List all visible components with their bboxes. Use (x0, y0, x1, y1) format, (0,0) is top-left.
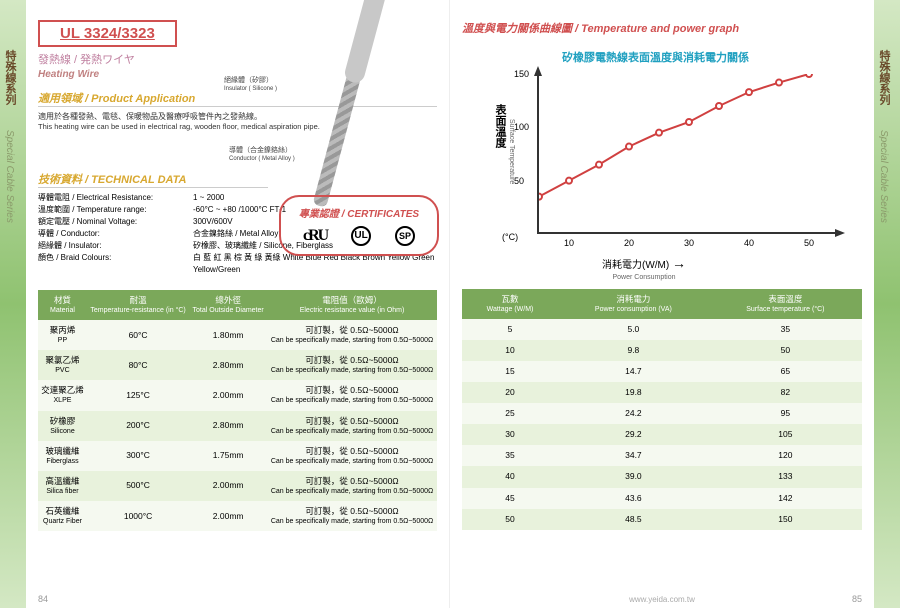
cert-icons: cRU UL SP (291, 226, 427, 246)
chart-title: 溫度與電力關係曲線圖 / Temperature and power graph (462, 20, 862, 36)
y-axis-label-cn: 表面溫度 (492, 104, 508, 148)
product-code: UL 3324/3323 (60, 25, 155, 42)
left-side-banner: 特殊線系列 Special Cable Series (0, 0, 26, 608)
footer-url: www.yeida.com.tw (629, 595, 695, 604)
ul-circle-icon: UL (351, 226, 371, 246)
cert-box: 專業認證 / CERTIFICATES cRU UL SP (279, 195, 439, 256)
chart-line (539, 74, 839, 234)
left-page: UL 3324/3323 發熱線 / 発熱ワイヤ Heating Wire 絕緣… (26, 0, 450, 608)
chart-subtitle: 矽橡膠電熱線表面溫度與消耗電力關係 (562, 49, 749, 65)
right-side-banner: 特殊線系列 Special Cable Series (874, 0, 900, 608)
cert-title: 專業認證 / CERTIFICATES (291, 205, 427, 220)
side-en-r: Special Cable Series (878, 130, 889, 223)
side-cn: 特殊線系列 (2, 50, 18, 105)
page-num-right: 85 (852, 594, 862, 604)
csa-icon: SP (395, 226, 415, 246)
side-en: Special Cable Series (4, 130, 15, 223)
chart-plot-area: 501001501020304050 (537, 74, 837, 234)
wire-graphic (313, 0, 390, 208)
tech-header: 技術資料 / TECHNICAL DATA (38, 171, 268, 188)
temperature-chart: 矽橡膠電熱線表面溫度與消耗電力關係 表面溫度 Surface Temperatu… (482, 44, 862, 274)
materials-table: 材質Material耐溫Temperature-resistance (in °… (38, 290, 437, 531)
power-table: 瓦數Wattage (W/M)消耗電力Power consumption (VA… (462, 289, 862, 530)
conductor-label: 導體（合金鎳鉻絲）Conductor ( Metal Alloy ) (229, 145, 295, 162)
insulator-label: 絕緣體（矽膠）Insulator ( Silicone ) (224, 75, 277, 92)
ul-icon: cRU (303, 227, 327, 245)
title-box: UL 3324/3323 (38, 20, 177, 47)
page-num-left: 84 (38, 594, 48, 604)
wire-diagram: 絕緣體（矽膠）Insulator ( Silicone ) 導體（合金鎳鉻絲）C… (289, 0, 419, 210)
x-axis-label: 消耗電力(W/M) →Power Consumption (602, 255, 686, 282)
right-page: 溫度與電力關係曲線圖 / Temperature and power graph… (450, 0, 874, 608)
y-axis-unit: (°C) (502, 232, 518, 242)
side-cn-r: 特殊線系列 (876, 50, 892, 105)
